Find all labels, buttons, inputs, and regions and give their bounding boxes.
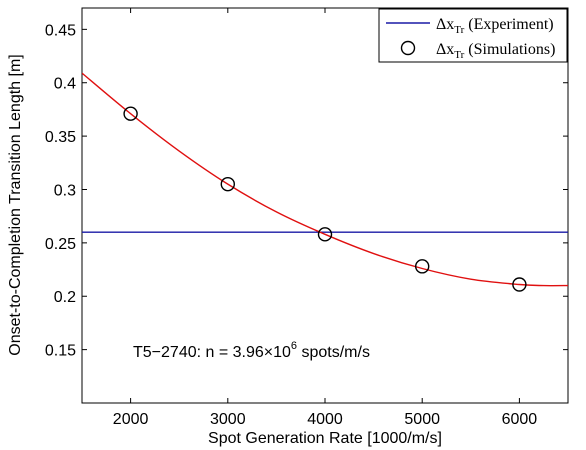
annotation-superscript: 6 xyxy=(291,340,297,352)
plot-area xyxy=(81,7,569,404)
x-tick-label: 2000 xyxy=(113,411,149,428)
y-tick-labels: 0.15 0.2 0.25 0.3 0.35 0.4 0.45 xyxy=(45,22,76,359)
legend-experiment-suffix: (Experiment) xyxy=(464,16,553,33)
legend-simulation-swatch xyxy=(400,40,416,56)
legend-simulation-suffix: (Simulations) xyxy=(464,41,555,58)
y-tick-label: 0.2 xyxy=(54,289,76,306)
y-tick-label: 0.35 xyxy=(45,129,76,146)
x-tick-label: 4000 xyxy=(307,411,343,428)
y-tick-label: 0.3 xyxy=(54,182,76,199)
legend-box xyxy=(378,8,568,63)
legend-simulation-base: Δx xyxy=(436,41,454,58)
x-tick-label: 3000 xyxy=(210,411,246,428)
x-tick-label: 6000 xyxy=(502,411,538,428)
x-tick-label: 5000 xyxy=(404,411,440,428)
y-tick-label: 0.25 xyxy=(45,236,76,253)
annotation: T5−2740: n = 3.96×106 spots/m/s xyxy=(133,340,370,361)
fit-curve xyxy=(82,72,568,287)
x-axis-label: Spot Generation Rate [1000/m/s] xyxy=(208,430,442,447)
y-tick-label: 0.15 xyxy=(45,343,76,360)
simulation-point xyxy=(512,277,527,292)
simulation-point xyxy=(317,227,333,242)
annotation-prefix: T5−2740: n = 3.96×10 xyxy=(133,344,291,361)
y-tick-label: 0.4 xyxy=(54,76,76,93)
legend-experiment-sub: Tr xyxy=(454,24,464,36)
legend-simulation-label: ΔxTr (Simulations) xyxy=(436,41,555,61)
plot-series xyxy=(82,72,568,292)
simulation-markers xyxy=(123,106,527,292)
simulation-point xyxy=(415,259,430,274)
annotation-suffix: spots/m/s xyxy=(297,344,370,361)
y-axis-label: Onset-to-Completion Transition Length [m… xyxy=(7,54,24,355)
simulation-point xyxy=(220,176,236,192)
y-tick-label: 0.45 xyxy=(45,22,76,39)
legend-experiment-base: Δx xyxy=(436,16,454,33)
legend-experiment-label: ΔxTr (Experiment) xyxy=(436,16,554,36)
x-tick-labels: 2000 3000 4000 5000 6000 xyxy=(113,411,537,428)
simulation-point xyxy=(123,106,138,121)
legend: ΔxTr (Experiment) ΔxTr (Simulations) xyxy=(378,8,568,63)
legend-simulation-sub: Tr xyxy=(454,49,464,61)
